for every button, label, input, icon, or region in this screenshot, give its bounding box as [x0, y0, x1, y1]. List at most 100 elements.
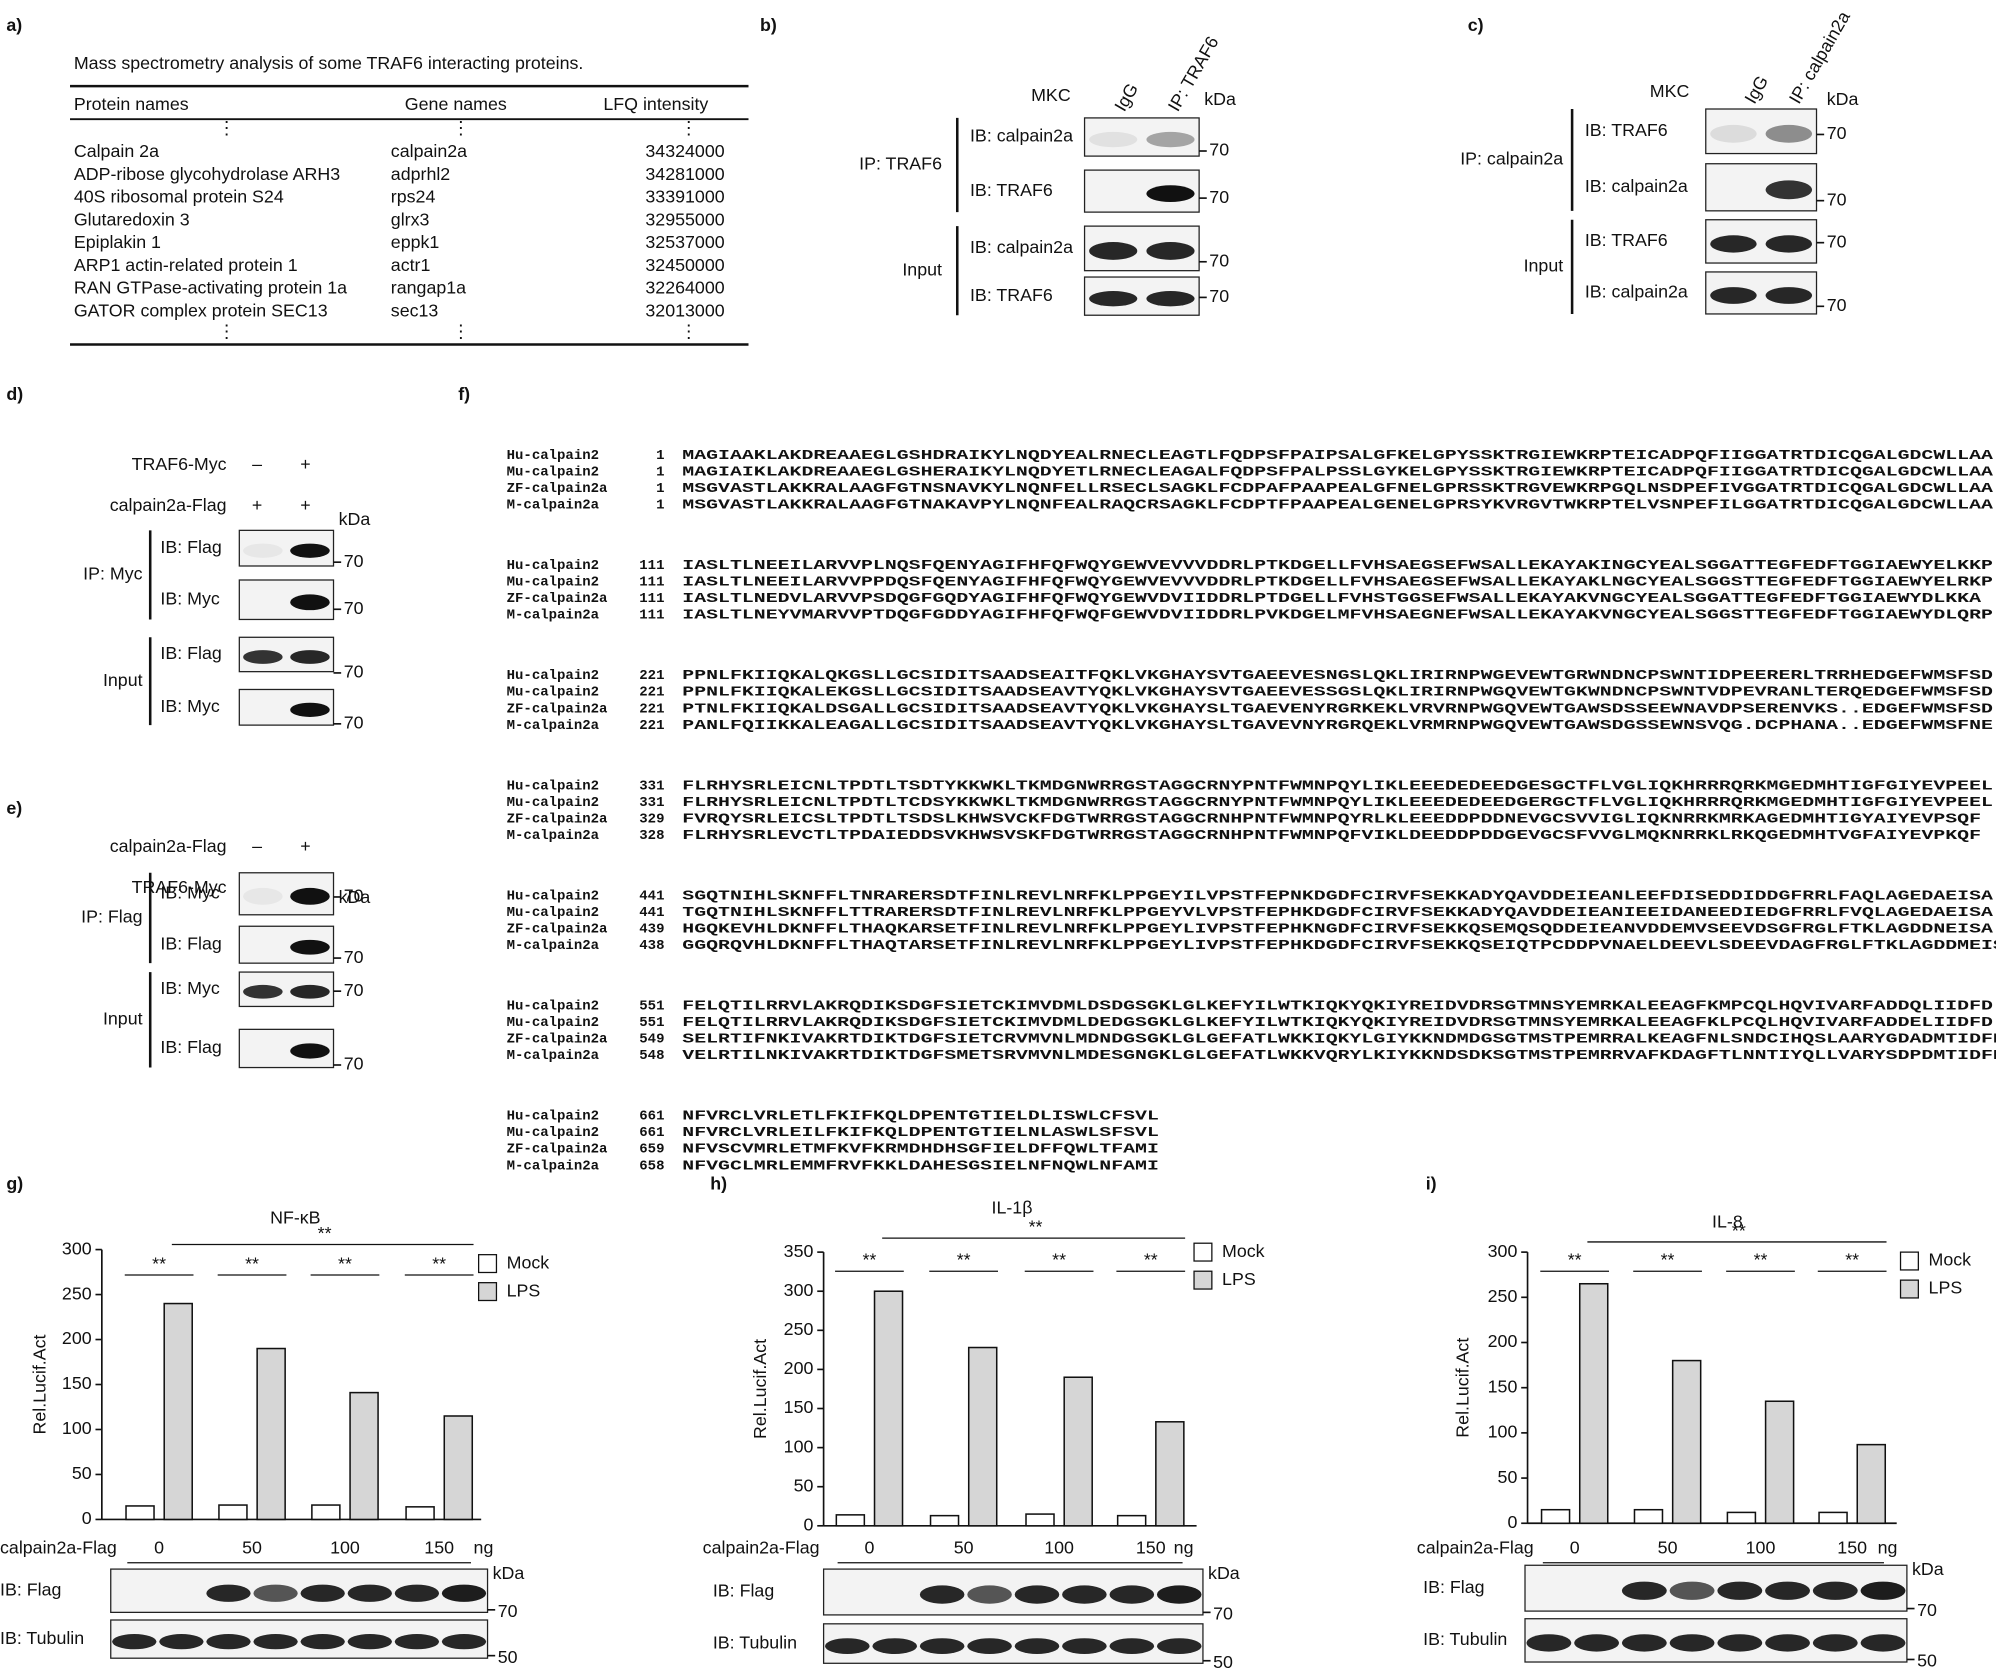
marker-label: 70	[1209, 250, 1229, 270]
panel-label: f)	[458, 384, 470, 404]
table-cell: 32013000	[645, 300, 724, 320]
sequence-name: M-calpain2a	[507, 608, 600, 624]
band	[243, 887, 283, 905]
y-tick-label: 100	[784, 1436, 814, 1456]
table-header: LFQ intensity	[603, 94, 708, 114]
legend-label: LPS	[507, 1280, 541, 1300]
significance-label: **	[245, 1254, 259, 1274]
band	[1146, 291, 1195, 307]
marker-label: 70	[1209, 140, 1229, 160]
sequence: TGQTNIHLSKNFFLTTRARERSDTFINLREVLNRFKLPPG…	[682, 905, 1993, 921]
sequence: HGQKEVHLDKNFFLTHAQKARSETFINLREVLNRFKLPPG…	[682, 921, 1993, 937]
y-tick-label: 0	[1507, 1512, 1517, 1532]
sequence: FLRHYSRLEVCTLTPDAIEDDSVKHWSVSKFDGTWRRGST…	[682, 828, 1981, 844]
x-tick-label: 50	[1658, 1537, 1678, 1557]
x-axis-label: calpain2a-Flag	[1417, 1537, 1534, 1557]
y-axis-label: Rel.Lucif.Act	[750, 1339, 770, 1439]
sequence: SELRTIFNKIVAKRTDIKTDGFSIETCRVMVNLMDNDGSG…	[682, 1032, 1996, 1048]
legend-swatch	[1899, 1251, 1919, 1271]
ellipsis: ⋮	[680, 322, 698, 342]
table-cell: rps24	[391, 187, 436, 207]
group-label: Input	[103, 670, 143, 690]
legend-label: LPS	[1929, 1278, 1963, 1298]
significance-label: **	[432, 1254, 446, 1274]
band	[290, 543, 330, 558]
band	[1765, 235, 1813, 253]
y-tick-label: 50	[1498, 1467, 1518, 1487]
table-cell: eppk1	[391, 232, 440, 252]
legend-swatch	[1193, 1242, 1213, 1262]
sequence-start: 111	[639, 558, 664, 574]
band	[1812, 1581, 1858, 1600]
band	[441, 1634, 487, 1650]
table-cell: 34281000	[645, 164, 724, 184]
marker-label: 70	[344, 980, 364, 1000]
legend-label: Mock	[507, 1252, 550, 1272]
legend-swatch	[1899, 1279, 1919, 1299]
bar	[1764, 1400, 1795, 1525]
y-tick-label: 300	[784, 1280, 814, 1300]
marker-label: 70	[344, 886, 364, 906]
blot-label: IB: TRAF6	[970, 180, 1053, 200]
sequence-start: 331	[639, 795, 664, 811]
sequence-start: 1	[656, 498, 664, 514]
band	[825, 1638, 870, 1654]
y-tick-label: 100	[62, 1418, 92, 1438]
band	[206, 1634, 251, 1650]
band	[967, 1585, 1012, 1604]
band	[1860, 1581, 1906, 1600]
sequence-start: 221	[639, 668, 664, 684]
ellipsis: ⋮	[452, 322, 470, 342]
band	[300, 1634, 345, 1650]
blot-label: IB: Myc	[160, 882, 219, 902]
group-label: IP: TRAF6	[859, 154, 942, 174]
condition-label: TRAF6-Myc	[132, 877, 227, 897]
band	[1062, 1638, 1107, 1654]
band	[1765, 124, 1813, 143]
sequence-name: Mu-calpain2	[507, 1015, 599, 1031]
sequence-name: Hu-calpain2	[507, 558, 599, 574]
table-cell: 33391000	[645, 187, 724, 207]
marker-label: 70	[344, 551, 364, 571]
band	[1089, 242, 1138, 260]
band	[1146, 131, 1195, 148]
panel-label: h)	[710, 1173, 727, 1193]
band	[394, 1584, 440, 1602]
band	[290, 702, 330, 717]
bar	[1063, 1376, 1093, 1527]
blot	[1705, 108, 1818, 155]
marker-label: 70	[1827, 189, 1847, 209]
sequence-name: ZF-calpain2a	[507, 921, 608, 937]
y-tick-label: 0	[803, 1515, 813, 1535]
band	[1765, 1634, 1810, 1652]
blot-label: IB: calpain2a	[1585, 282, 1688, 302]
sequence-start: 661	[639, 1125, 664, 1141]
cell-line: MKC	[1031, 85, 1071, 105]
x-tick-label: 150	[1136, 1537, 1166, 1557]
blot-label: IB: Flag	[160, 1037, 221, 1057]
band	[1621, 1581, 1667, 1600]
sequence: IASLTLNEEILARVVPLNQSFQENYAGIFHFQFWQYGEWV…	[682, 558, 1993, 574]
band	[1146, 242, 1195, 260]
band	[1669, 1634, 1715, 1652]
sequence-name: Hu-calpain2	[507, 888, 599, 904]
marker-label: 70	[1209, 187, 1229, 207]
table-cell: Epiplakin 1	[74, 232, 161, 252]
marker-label: 70	[1827, 123, 1847, 143]
table-cell: glrx3	[391, 209, 430, 229]
sequence: IASLTLNEEILARVVPPDQSFQENYAGIFHFQFWQYGEWV…	[682, 575, 1993, 591]
band	[1014, 1585, 1060, 1604]
y-tick-label: 200	[62, 1328, 92, 1348]
x-tick-label: 0	[864, 1537, 874, 1557]
table-cell: Calpain 2a	[74, 141, 159, 161]
band	[1089, 291, 1138, 307]
blot-label: IB: Tubulin	[0, 1628, 84, 1648]
sequence-name: Hu-calpain2	[507, 668, 599, 684]
y-tick-label: 250	[784, 1319, 814, 1339]
table-cell: ARP1 actin-related protein 1	[74, 255, 298, 275]
significance-label: **	[1732, 1220, 1746, 1240]
band	[1156, 1585, 1202, 1604]
sequence: MSGVASTLAKKRALAAGFGTNAKAVPYLNQNFEALRAQCR…	[682, 498, 1993, 514]
significance-label: **	[1144, 1250, 1158, 1270]
